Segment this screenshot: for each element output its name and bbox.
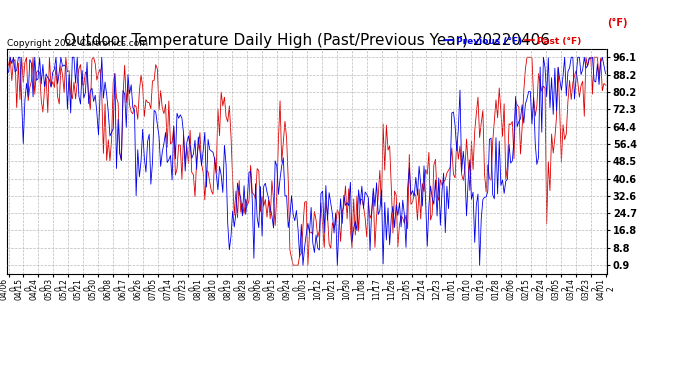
Legend: Previous (°F), Past (°F): Previous (°F), Past (°F) (441, 33, 584, 49)
Text: Copyright 2022 Cartronics.com: Copyright 2022 Cartronics.com (7, 39, 148, 48)
Text: (°F): (°F) (607, 18, 628, 28)
Title: Outdoor Temperature Daily High (Past/Previous Year) 20220406: Outdoor Temperature Daily High (Past/Pre… (64, 33, 550, 48)
